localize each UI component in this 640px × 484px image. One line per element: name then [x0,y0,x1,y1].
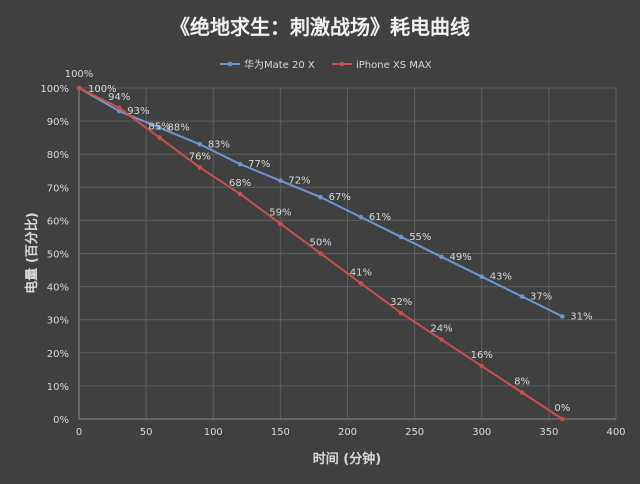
data-point [278,178,283,183]
chart-title: 《绝地求生：刺激战场》耗电曲线 [170,15,470,39]
data-point [358,280,364,286]
data-label: 43% [490,272,512,283]
x-tick-label: 150 [271,427,290,438]
data-label: 32% [390,297,412,308]
data-point [197,165,203,170]
data-point [479,363,485,369]
data-point [560,314,565,319]
data-point [76,85,82,91]
data-point [116,108,122,114]
y-tick-label: 40% [47,283,69,294]
data-point [519,294,525,299]
data-labels: 100% 93% 88% 83% 77% 72% 67% 61% 55% 49% 43% 37% 31%… [65,69,593,414]
legend: 华为Mate 20 X iPhone XS MAX [220,58,432,71]
x-tick-label: 350 [539,427,558,438]
series-layer [76,85,565,422]
x-tick-label: 250 [405,427,424,438]
y-tick-label: 90% [47,117,69,128]
y-tick-label: 50% [47,250,69,261]
legend-label-2: iPhone XS MAX [356,60,432,71]
data-label: 50% [310,238,332,249]
data-point [157,125,162,131]
legend-label-1: 华为Mate 20 X [244,58,315,71]
x-tick-label: 100 [204,427,223,438]
data-point [479,274,485,279]
x-tick-label: 0 [76,427,82,438]
data-label: 49% [449,252,471,263]
data-label: 55% [409,232,431,243]
data-label: 85% [148,122,170,133]
x-tick-label: 400 [606,427,625,438]
x-tick-label: 200 [338,427,357,438]
x-tick-label: 300 [472,427,491,438]
data-label: 41% [350,267,372,278]
axes: 0 50 100 150 200 250 300 350 400 0% 10% 20% 30% 40% 50… [40,84,625,438]
data-point [358,214,364,220]
data-point [519,390,525,395]
data-label: 83% [208,139,230,150]
data-label: 93% [127,106,149,117]
data-point [398,310,404,316]
x-tick-label: 50 [140,427,153,438]
data-point [237,161,243,167]
data-label: 77% [248,159,270,170]
y-tick-label: 20% [47,349,69,360]
data-label: 24% [430,324,452,335]
data-point [157,135,162,140]
x-axis-title: 时间 (分钟) [313,451,381,467]
data-point [318,251,323,256]
data-point [318,194,323,200]
y-tick-label: 60% [47,216,69,227]
y-tick-label: 70% [47,183,69,194]
data-label: 8% [514,377,530,388]
data-label: 72% [288,176,310,187]
data-label: 76% [189,151,211,162]
data-label: 16% [471,350,493,361]
data-label: 88% [168,123,190,134]
legend-marker-2 [339,61,345,67]
y-tick-label: 0% [53,415,69,426]
data-label: 31% [570,311,592,322]
y-tick-label: 80% [47,150,69,161]
y-tick-label: 30% [47,316,69,327]
data-label: 100% [88,84,117,95]
data-label: 37% [530,292,552,303]
data-label: 68% [229,178,251,189]
grid [78,87,617,420]
data-label: 59% [269,208,291,219]
data-label: 61% [369,212,391,223]
data-point [398,234,404,240]
y-tick-label: 10% [47,382,69,393]
data-point [439,254,444,260]
data-point [116,105,122,111]
data-label: 67% [329,192,351,203]
data-label: 0% [554,403,570,414]
data-label: 94% [108,92,130,103]
data-point [197,141,203,147]
y-axis-title: 电量 (百分比) [24,212,40,293]
data-label: 100% [65,69,94,80]
data-point [237,191,243,197]
data-point [439,337,444,342]
legend-marker-1 [227,61,233,67]
data-point [278,221,283,227]
y-tick-label: 100% [40,84,69,95]
data-point [560,416,565,422]
